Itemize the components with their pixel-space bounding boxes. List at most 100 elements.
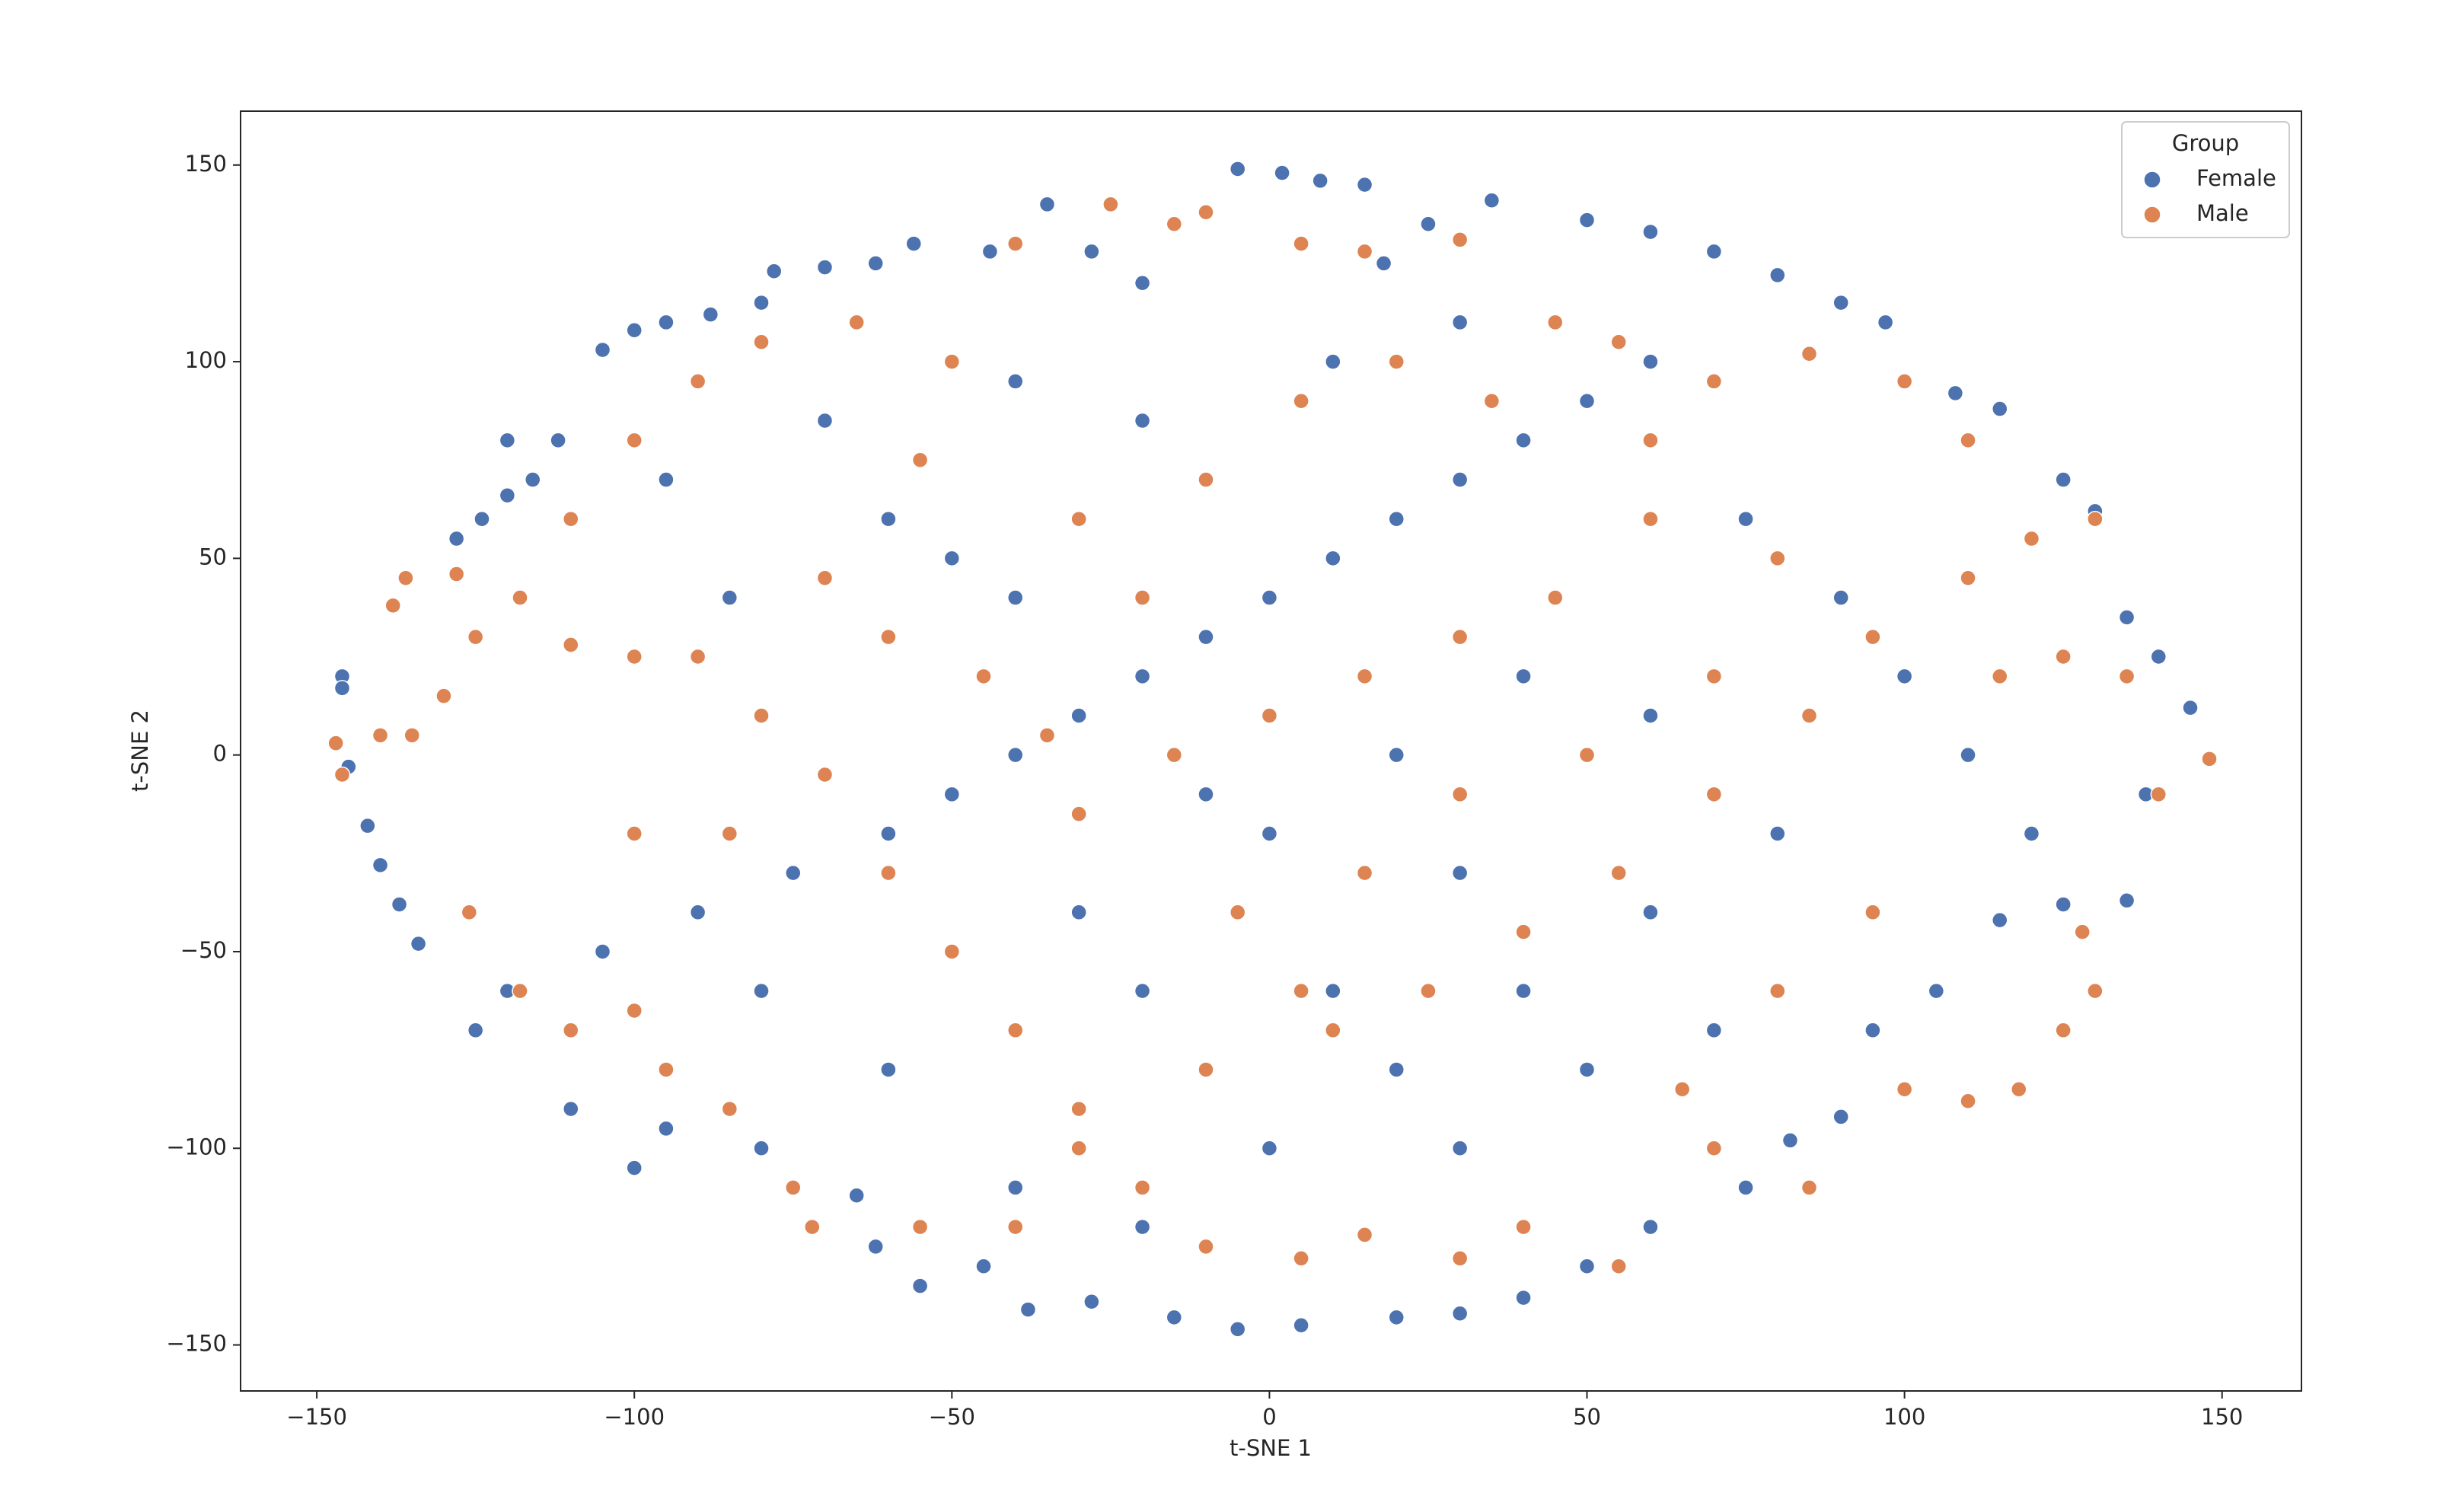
- point: [1737, 510, 1754, 528]
- point: [1705, 668, 1723, 685]
- legend-label: Female: [2196, 165, 2276, 191]
- point: [1960, 432, 1976, 449]
- point: [1274, 164, 1290, 181]
- point: [753, 982, 770, 1000]
- legend-marker: [2143, 171, 2161, 189]
- point: [1960, 569, 1976, 586]
- point: [2201, 751, 2218, 767]
- point: [1006, 589, 1024, 606]
- point: [1134, 1218, 1151, 1236]
- x-tick-label: −100: [604, 1404, 665, 1430]
- point: [689, 904, 706, 921]
- point: [2055, 648, 2072, 665]
- point: [1325, 353, 1341, 370]
- point: [1610, 333, 1627, 350]
- point: [2055, 1022, 2072, 1039]
- point: [1356, 176, 1373, 193]
- point: [448, 530, 465, 547]
- point: [1801, 1179, 1818, 1196]
- point: [1325, 1022, 1341, 1039]
- point: [880, 864, 897, 882]
- point: [905, 235, 923, 252]
- point: [1006, 1179, 1024, 1196]
- point: [2150, 648, 2167, 665]
- point: [1610, 864, 1627, 882]
- point: [785, 1179, 802, 1196]
- point: [1642, 904, 1659, 921]
- point: [474, 510, 490, 528]
- point: [333, 680, 351, 697]
- point: [1198, 628, 1214, 646]
- y-tick-label: 150: [185, 151, 227, 177]
- point: [461, 904, 478, 921]
- point: [765, 263, 783, 280]
- point: [658, 471, 675, 488]
- point: [1642, 1218, 1659, 1236]
- y-tick-label: −50: [180, 937, 227, 963]
- point: [1578, 212, 1596, 228]
- point: [1642, 223, 1659, 241]
- point: [1388, 1061, 1405, 1078]
- point: [410, 935, 427, 952]
- point: [1102, 196, 1119, 213]
- point: [1134, 1179, 1151, 1196]
- point: [1083, 243, 1100, 260]
- point: [1451, 231, 1469, 248]
- point: [1083, 1293, 1100, 1310]
- point: [1960, 746, 1976, 764]
- point: [626, 432, 643, 449]
- point: [1578, 746, 1596, 764]
- point: [524, 471, 541, 488]
- point: [1832, 1108, 1849, 1125]
- point: [333, 766, 351, 783]
- point: [1388, 1309, 1405, 1326]
- point: [880, 628, 897, 646]
- point: [1229, 904, 1246, 921]
- point: [403, 727, 420, 744]
- point: [1781, 1132, 1799, 1149]
- point: [1642, 432, 1659, 449]
- point: [1769, 266, 1786, 284]
- point: [512, 982, 528, 1000]
- point: [1038, 727, 1056, 744]
- point: [499, 432, 516, 449]
- point: [867, 1238, 884, 1255]
- x-tick-label: −50: [929, 1404, 975, 1430]
- point: [1483, 392, 1501, 410]
- point: [327, 735, 344, 751]
- point: [372, 727, 389, 744]
- point: [1515, 432, 1532, 449]
- point: [1769, 982, 1786, 1000]
- y-tick-label: −150: [166, 1331, 227, 1357]
- legend-title: Group: [2172, 130, 2239, 156]
- point: [1673, 1081, 1691, 1098]
- point: [880, 825, 897, 842]
- point: [1070, 1100, 1087, 1118]
- point: [975, 1258, 992, 1274]
- point: [626, 648, 643, 665]
- point: [1642, 707, 1659, 724]
- point: [550, 432, 566, 449]
- point: [2150, 786, 2167, 803]
- point: [1515, 1218, 1532, 1236]
- point: [1420, 215, 1437, 233]
- point: [1198, 204, 1214, 221]
- point: [702, 306, 719, 323]
- point: [1229, 161, 1246, 177]
- point: [753, 1140, 770, 1157]
- point: [1864, 904, 1881, 921]
- point: [2011, 1081, 2027, 1098]
- point: [1896, 668, 1913, 685]
- point: [1166, 1309, 1183, 1326]
- point: [1293, 392, 1309, 410]
- point: [1006, 1022, 1024, 1039]
- point: [626, 321, 643, 339]
- point: [1992, 668, 2008, 685]
- point: [1928, 982, 1945, 1000]
- point: [1356, 864, 1373, 882]
- point: [563, 636, 579, 653]
- point: [1261, 707, 1278, 724]
- point: [626, 825, 643, 842]
- point: [880, 510, 897, 528]
- point: [848, 1187, 865, 1204]
